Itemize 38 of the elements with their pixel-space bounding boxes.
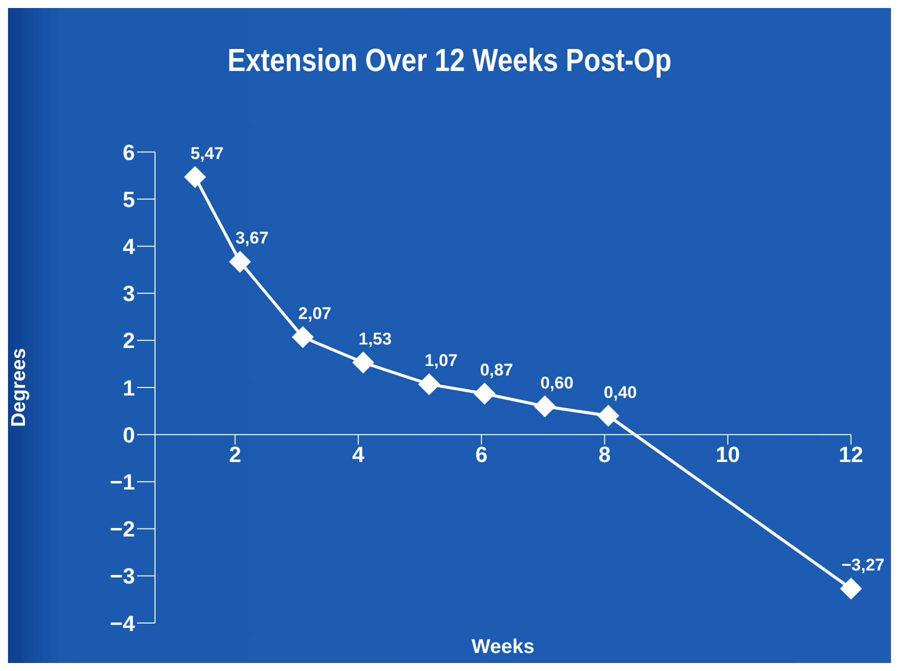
point [534, 395, 556, 418]
data-label: 3,67 [235, 228, 269, 248]
y-tick-label: 4 [122, 234, 136, 260]
data-label: 1,07 [424, 351, 458, 370]
data-label: 0,60 [540, 373, 574, 392]
y-tick-label: −1 [110, 470, 135, 495]
x-tick-label: 6 [475, 442, 488, 468]
x-axis-title: Weeks [471, 636, 535, 658]
x-tick-label: 4 [352, 442, 366, 468]
chart-title: Extension Over 12 Weeks Post-Op [226, 40, 672, 80]
x-tick-label: 12 [838, 442, 864, 468]
point [184, 166, 206, 188]
point [292, 326, 314, 348]
y-tick-label: 5 [122, 186, 135, 212]
point [418, 373, 440, 396]
x-tick-label: 2 [228, 442, 242, 468]
x-tick-label: 10 [716, 442, 740, 468]
x-tick-label: 8 [598, 442, 611, 468]
point [840, 578, 862, 600]
point [597, 404, 620, 427]
data-label: 5,47 [190, 144, 224, 163]
point [352, 352, 374, 374]
data-label: −3,27 [841, 556, 885, 575]
y-tick-label: 6 [122, 140, 135, 165]
data-label: 2,07 [298, 304, 332, 324]
y-tick-label: −3 [110, 564, 135, 589]
y-tick-label: 2 [122, 328, 135, 354]
y-tick-label: 1 [122, 375, 135, 400]
y-tick-label: 3 [122, 281, 135, 306]
y-axis-title: Degrees [8, 348, 30, 427]
y-tick-label: 0 [122, 422, 135, 448]
y-tick-label: −2 [110, 516, 135, 542]
data-label: 0,40 [604, 382, 637, 402]
point [229, 250, 251, 273]
y-tick-label: −4 [110, 610, 136, 636]
point [474, 382, 496, 405]
data-label: 1,53 [358, 330, 392, 349]
data-label: 0,87 [480, 360, 514, 380]
